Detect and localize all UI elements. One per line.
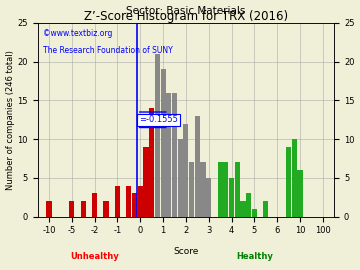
Bar <box>229 178 234 217</box>
Text: Healthy: Healthy <box>236 252 273 261</box>
Bar <box>252 209 257 217</box>
Bar <box>195 116 200 217</box>
Bar <box>297 170 302 217</box>
Bar <box>177 139 183 217</box>
Text: ©www.textbiz.org: ©www.textbiz.org <box>44 29 113 38</box>
Bar <box>166 93 171 217</box>
Bar <box>138 186 143 217</box>
Y-axis label: Number of companies (246 total): Number of companies (246 total) <box>5 50 14 190</box>
Bar <box>149 108 154 217</box>
Bar <box>126 186 131 217</box>
Text: Unhealthy: Unhealthy <box>70 252 119 261</box>
Bar <box>155 54 160 217</box>
Text: The Research Foundation of SUNY: The Research Foundation of SUNY <box>44 46 173 55</box>
X-axis label: Score: Score <box>173 247 199 255</box>
Bar <box>240 201 246 217</box>
Bar <box>92 193 97 217</box>
Bar <box>217 163 223 217</box>
Bar <box>292 139 297 217</box>
Bar <box>172 93 177 217</box>
Bar <box>206 178 211 217</box>
Bar <box>201 163 206 217</box>
Bar <box>286 147 291 217</box>
Bar <box>263 201 268 217</box>
Bar <box>223 163 228 217</box>
Bar <box>46 201 51 217</box>
Text: Sector: Basic Materials: Sector: Basic Materials <box>126 6 246 16</box>
Bar <box>132 193 137 217</box>
Title: Z’-Score Histogram for TRX (2016): Z’-Score Histogram for TRX (2016) <box>84 10 288 23</box>
Bar <box>143 147 149 217</box>
Bar <box>183 124 188 217</box>
Bar <box>115 186 120 217</box>
Bar <box>189 163 194 217</box>
Text: =-0.1555: =-0.1555 <box>139 115 178 124</box>
Bar <box>246 193 251 217</box>
Bar <box>81 201 86 217</box>
Bar <box>103 201 109 217</box>
Bar <box>161 69 166 217</box>
Bar <box>69 201 75 217</box>
Bar <box>235 163 240 217</box>
